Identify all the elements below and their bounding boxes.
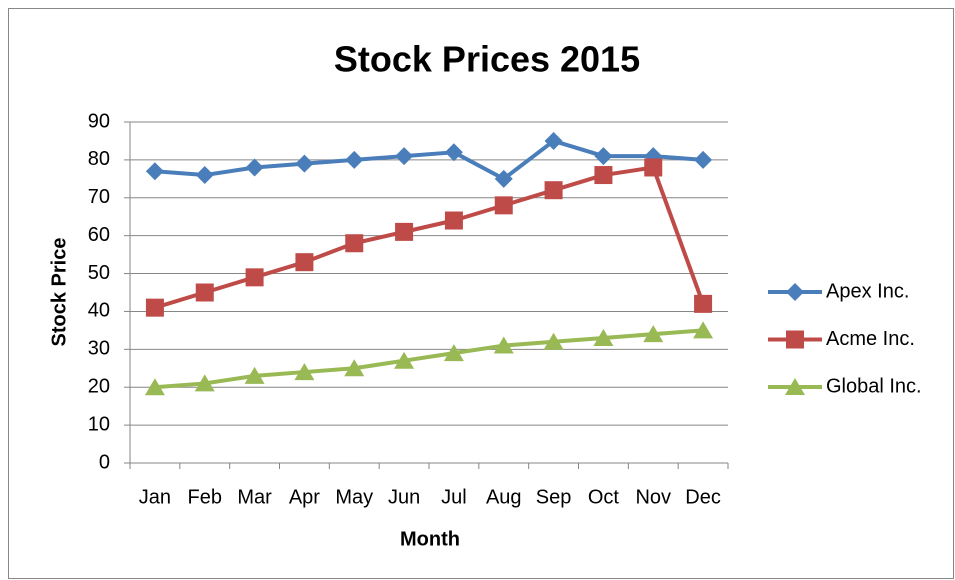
marker	[444, 143, 463, 162]
marker	[195, 166, 214, 185]
legend-label: Apex Inc.	[826, 280, 909, 302]
x-tick-label: Aug	[486, 486, 522, 508]
y-tick-label: 70	[88, 186, 110, 208]
series-line	[154, 328, 704, 390]
marker	[443, 344, 464, 362]
marker	[693, 321, 714, 339]
marker	[394, 351, 415, 369]
marker	[245, 158, 264, 177]
x-tick-label: Sep	[536, 486, 572, 508]
marker	[344, 359, 365, 377]
marker	[544, 181, 563, 200]
marker	[144, 378, 165, 396]
y-tick-label: 90	[88, 110, 110, 132]
marker	[543, 332, 564, 350]
y-tick-label: 40	[88, 300, 110, 322]
y-tick-label: 20	[88, 376, 110, 398]
x-tick-label: Apr	[289, 486, 320, 508]
y-axis-label: Stock Price	[48, 238, 70, 347]
legend-label: Global Inc.	[826, 375, 922, 397]
y-tick-label: 30	[88, 338, 110, 360]
marker	[594, 147, 613, 166]
marker	[694, 294, 713, 313]
x-tick-label: Nov	[635, 486, 671, 508]
marker	[145, 162, 164, 181]
marker	[494, 169, 513, 188]
y-tick-label: 0	[99, 451, 110, 473]
x-tick-label: Oct	[588, 486, 620, 508]
marker	[245, 268, 264, 287]
marker	[295, 253, 314, 272]
legend-marker	[786, 283, 804, 301]
marker	[493, 336, 514, 354]
legend-label: Acme Inc.	[826, 328, 915, 350]
marker	[395, 147, 414, 166]
marker	[244, 366, 265, 384]
y-tick-label: 60	[88, 224, 110, 246]
legend-marker	[786, 330, 804, 349]
marker	[294, 363, 315, 381]
x-tick-label: Jun	[388, 486, 420, 508]
x-tick-label: May	[335, 486, 373, 508]
x-tick-label: Feb	[188, 486, 222, 508]
chart-title: Stock Prices 2015	[334, 39, 640, 80]
y-tick-label: 10	[88, 413, 110, 435]
y-tick-label: 80	[88, 148, 110, 170]
x-tick-label: Jul	[441, 486, 467, 508]
marker	[594, 166, 613, 185]
marker	[444, 211, 463, 230]
marker	[195, 283, 214, 302]
x-axis-label: Month	[400, 528, 460, 550]
marker	[593, 328, 614, 346]
marker	[544, 131, 563, 150]
marker	[494, 196, 513, 215]
x-tick-label: Dec	[685, 486, 721, 508]
x-tick-label: Mar	[237, 486, 272, 508]
marker	[694, 150, 713, 169]
marker	[194, 374, 215, 392]
marker	[644, 158, 663, 177]
marker	[395, 222, 414, 241]
marker	[295, 154, 314, 173]
marker	[145, 298, 164, 317]
marker	[345, 150, 364, 169]
legend-marker	[785, 378, 805, 395]
y-tick-label: 50	[88, 262, 110, 284]
marker	[345, 234, 364, 253]
x-tick-label: Jan	[139, 486, 171, 508]
marker	[643, 325, 664, 343]
